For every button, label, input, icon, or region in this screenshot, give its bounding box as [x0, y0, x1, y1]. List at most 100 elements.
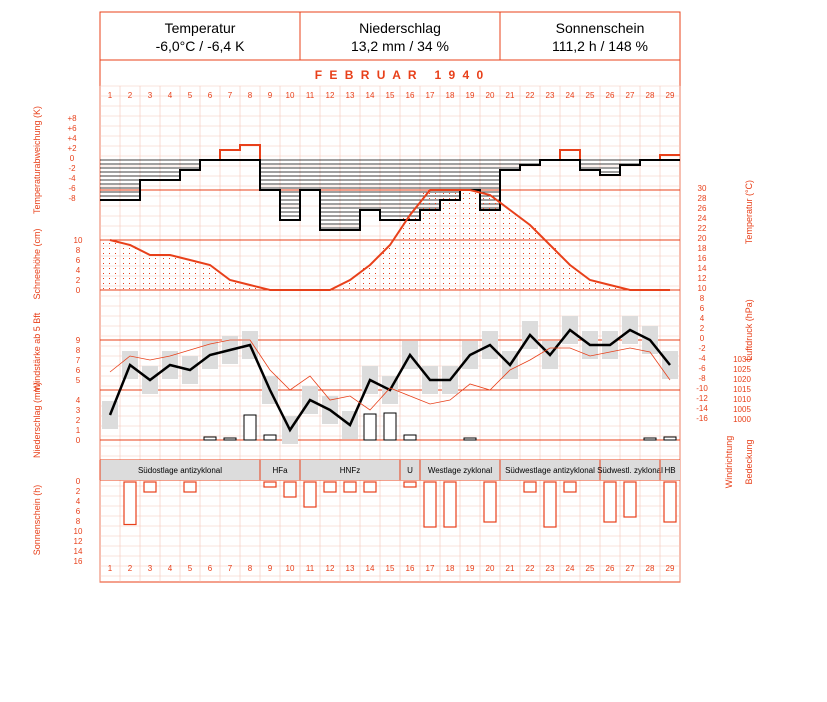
snow-dot — [155, 273, 156, 274]
snow-dot — [395, 248, 396, 249]
snow-dot — [449, 198, 450, 199]
snow-dot — [529, 238, 530, 239]
snow-dot — [503, 233, 504, 234]
snow-dot — [435, 288, 436, 289]
snow-dot — [195, 273, 196, 274]
precip-bar — [663, 436, 677, 441]
snow-dot — [475, 253, 476, 254]
snow-dot — [203, 288, 204, 289]
snow-dot — [489, 268, 490, 269]
pressure-tick: 1000 — [733, 415, 751, 424]
snow-dot — [575, 273, 576, 274]
snow-dot — [523, 243, 524, 244]
snow-dot — [503, 223, 504, 224]
snow-dot — [475, 248, 476, 249]
pressure-tick: 1020 — [733, 375, 751, 384]
snow-dot — [475, 288, 476, 289]
snow-dot — [143, 288, 144, 289]
snow-dot — [475, 268, 476, 269]
snow-dot — [515, 218, 516, 219]
temperature-tick: -12 — [696, 394, 708, 403]
snow-dot — [555, 273, 556, 274]
snow-dot — [515, 288, 516, 289]
snow-dot — [109, 268, 110, 269]
snow-dot — [435, 223, 436, 224]
snow-dot — [455, 283, 456, 284]
snow-dot — [489, 228, 490, 229]
snow-dot — [523, 278, 524, 279]
snow-tick: 4 — [76, 266, 81, 275]
snow-dot — [509, 223, 510, 224]
day-label: 9 — [268, 91, 273, 100]
snow-dot — [463, 218, 464, 219]
snow-dot — [175, 288, 176, 289]
snow-dot — [463, 238, 464, 239]
snow-dot — [463, 283, 464, 284]
snow-dot — [395, 283, 396, 284]
snow-dot — [455, 198, 456, 199]
snow-dot — [215, 278, 216, 279]
temperature-tick: 0 — [700, 334, 705, 343]
snow-dot — [115, 273, 116, 274]
snow-dot — [455, 243, 456, 244]
snow-dot — [375, 288, 376, 289]
day-label: 25 — [586, 564, 595, 573]
snow-dot — [449, 223, 450, 224]
snow-dot — [455, 253, 456, 254]
snow-dot — [189, 278, 190, 279]
snow-dot — [115, 263, 116, 264]
temperature-tick: 20 — [698, 234, 707, 243]
day-label: 27 — [626, 564, 635, 573]
sun-tick: 12 — [74, 537, 83, 546]
snow-dot — [509, 273, 510, 274]
snow-dot — [469, 278, 470, 279]
snow-dot — [469, 248, 470, 249]
day-label: 2 — [128, 91, 133, 100]
snow-dot — [429, 223, 430, 224]
snow-dot — [143, 258, 144, 259]
snow-dot — [483, 288, 484, 289]
snow-dot — [135, 273, 136, 274]
snow-dot — [443, 208, 444, 209]
snow-dot — [475, 208, 476, 209]
snow-dot — [509, 218, 510, 219]
snow-dot — [155, 263, 156, 264]
snow-dot — [475, 258, 476, 259]
anomaly-tick: -6 — [68, 184, 76, 193]
snow-dot — [569, 283, 570, 284]
snow-dot — [409, 218, 410, 219]
snow-dot — [543, 253, 544, 254]
snow-dot — [429, 203, 430, 204]
snow-dot — [435, 218, 436, 219]
chart-marks — [100, 144, 680, 528]
weather-type-label: Südwestl. zyklonal — [597, 466, 663, 475]
snow-dot — [109, 243, 110, 244]
day-label: 1 — [108, 564, 113, 573]
snow-dot — [495, 228, 496, 229]
snow-dot — [423, 203, 424, 204]
snow-dot — [489, 213, 490, 214]
snow-dot — [469, 258, 470, 259]
snow-dot — [443, 273, 444, 274]
snow-dot — [135, 268, 136, 269]
snow-dot — [455, 268, 456, 269]
snow-dot — [483, 278, 484, 279]
snow-tick: 0 — [76, 286, 81, 295]
snow-dot — [343, 288, 344, 289]
snow-dot — [523, 273, 524, 274]
snow-dot — [549, 283, 550, 284]
snow-dot — [209, 283, 210, 284]
snow-dot — [183, 278, 184, 279]
snow-dot — [409, 253, 410, 254]
snow-dot — [403, 263, 404, 264]
temperature-line — [108, 328, 671, 433]
precip-bar — [643, 437, 657, 441]
sun-bar — [323, 481, 337, 493]
snow-dot — [469, 223, 470, 224]
snow-dot — [535, 273, 536, 274]
snow-dot — [375, 268, 376, 269]
snow-dot — [523, 228, 524, 229]
snow-dot — [203, 278, 204, 279]
snow-dot — [569, 288, 570, 289]
day-label: 25 — [586, 91, 595, 100]
